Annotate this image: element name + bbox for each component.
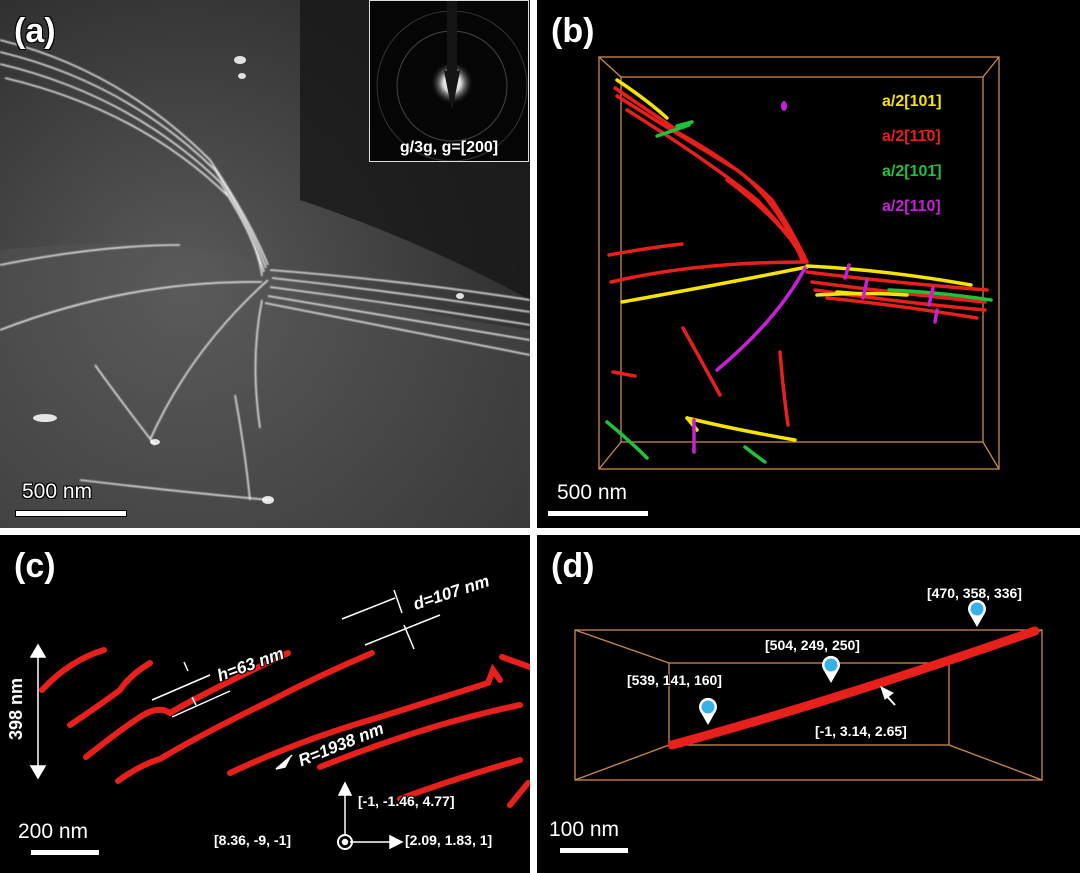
panel-a-tem-image: (a) g/3g, g=[200] 500 nm xyxy=(0,0,530,528)
direction-arrow xyxy=(880,686,896,706)
dimension-annotations xyxy=(29,589,441,850)
burgers-vector-legend: a/2[101] a/2[11̄0] a/2[101̄] a/2[110] xyxy=(882,92,942,232)
marker-icon xyxy=(699,697,717,725)
legend-item-magenta: a/2[110] xyxy=(882,198,941,215)
legend-item-yellow: a/2[101] xyxy=(882,93,942,110)
panel-a-label: (a) xyxy=(14,12,56,50)
panel-b-reconstruction: (b) a/2[101] a/2[11̄0] a/2[101̄] a/2[110… xyxy=(537,0,1080,528)
dislocation-lines-c xyxy=(39,647,530,808)
direction-label: [-1, 3.14, 2.65] xyxy=(815,723,907,739)
scalebar-b xyxy=(547,510,649,517)
dislocation-segments xyxy=(605,78,993,464)
axis-right-label: [2.09, 1.83, 1] xyxy=(405,832,493,848)
panel-d-single-dislocation: (d) [470, 358, 336] [504, 249, 250] [539… xyxy=(537,535,1080,873)
panel-c-detail: (c) 398 nm h=63 nm d=107 nm R=1938 nm [-… xyxy=(0,535,530,873)
legend-item-red: a/2[11̄0] xyxy=(882,128,941,145)
marker-icon xyxy=(968,599,986,627)
point-label-top: [470, 358, 336] xyxy=(927,585,1022,601)
legend-item-green: a/2[101̄] xyxy=(882,163,942,180)
panel-d-label: (d) xyxy=(551,547,595,585)
panel-b-label: (b) xyxy=(551,12,595,50)
point-label-middle: [504, 249, 250] xyxy=(765,637,860,653)
scalebar-a xyxy=(15,510,127,517)
height-label: 398 nm xyxy=(6,677,26,740)
inset-caption: g/3g, g=[200] xyxy=(399,139,499,156)
dislocation-lines xyxy=(0,39,530,501)
dislocation-reconstruction xyxy=(598,56,1000,470)
axis-out-label: [8.36, -9, -1] xyxy=(214,832,292,848)
bounding-box xyxy=(598,56,1000,470)
dislocation-array-detail xyxy=(29,589,530,850)
diffraction-inset: g/3g, g=[200] xyxy=(369,0,529,162)
panel-c-label: (c) xyxy=(14,547,56,585)
scalebar-label-a: 500 nm xyxy=(22,480,93,503)
marker-icon xyxy=(822,655,840,683)
position-markers xyxy=(699,599,986,725)
dislocation-line-d xyxy=(667,626,1040,750)
scalebar-label-d: 100 nm xyxy=(549,818,620,841)
scalebar-c xyxy=(30,849,100,856)
diffraction-pattern xyxy=(376,1,528,161)
scalebar-d xyxy=(559,847,629,854)
axis-up-label: [-1, -1.46, 4.77] xyxy=(358,793,455,809)
point-label-bottom: [539, 141, 160] xyxy=(627,672,722,688)
single-dislocation-3d xyxy=(574,599,1043,781)
scalebar-label-b: 500 nm xyxy=(557,481,628,504)
scalebar-label-c: 200 nm xyxy=(18,820,89,843)
